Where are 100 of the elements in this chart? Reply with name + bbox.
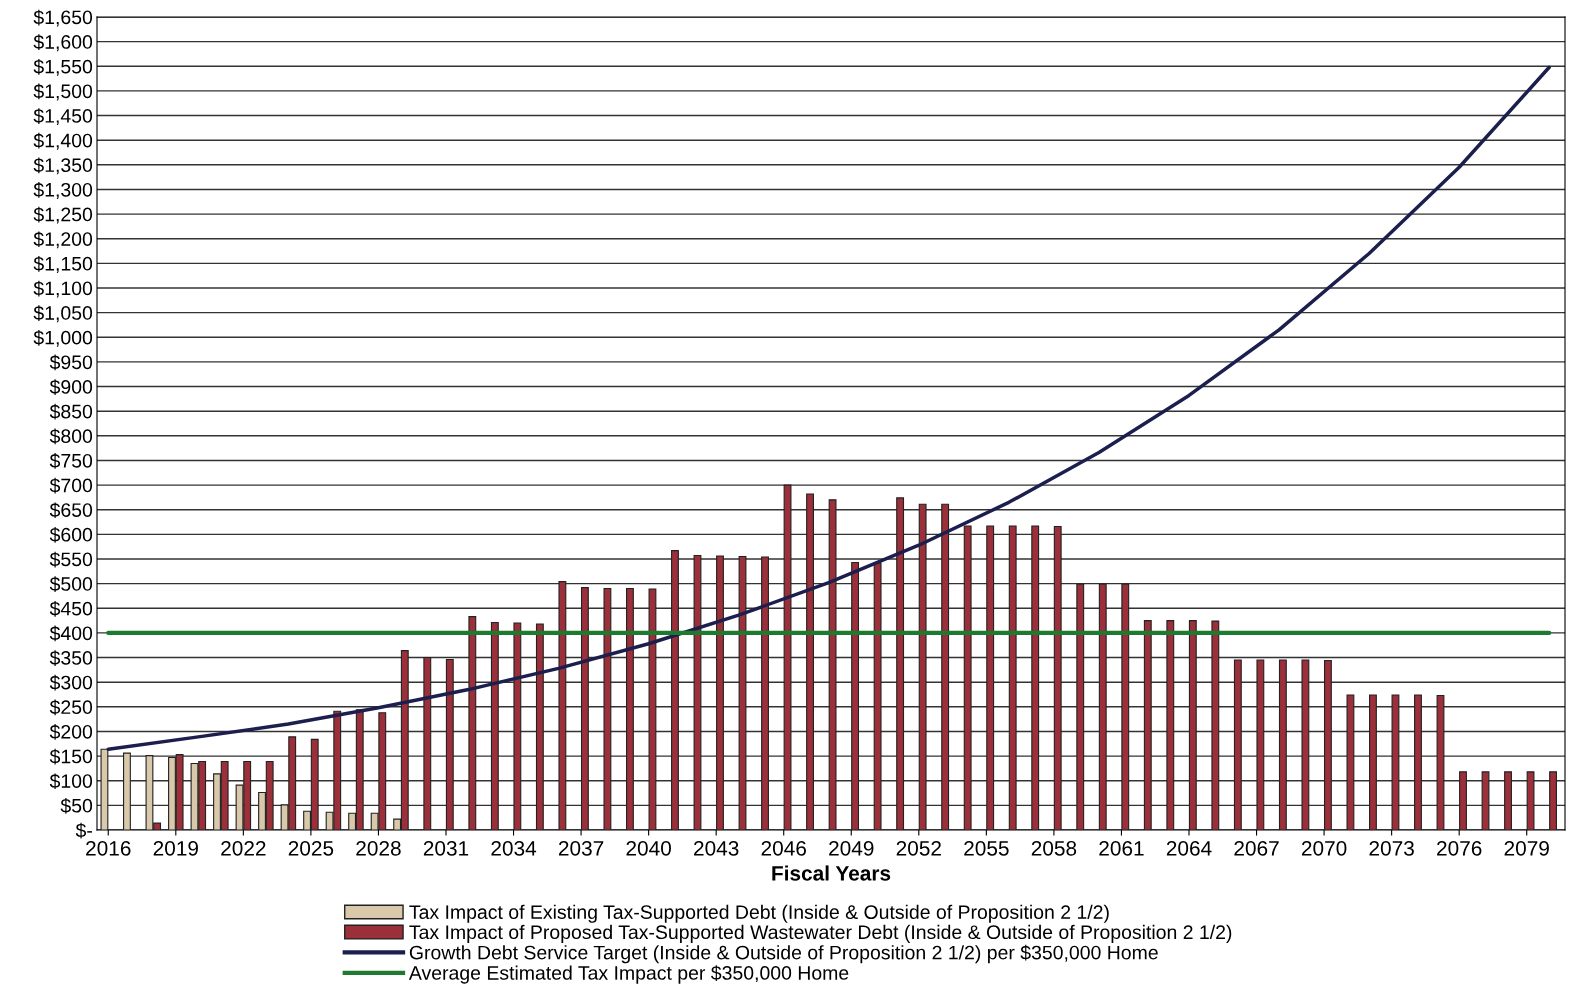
legend-label: Tax Impact of Proposed Tax-Supported Wastewater Debt (Inside & Outside of Proposition 2 1/2) — [409, 924, 1232, 943]
y-tick-label: $1,000 — [33, 329, 93, 347]
bar — [918, 503, 927, 830]
x-tick-label: 2079 — [1504, 840, 1549, 856]
y-tick-label: $350 — [49, 650, 93, 666]
bar — [1323, 659, 1332, 830]
bar — [1008, 525, 1017, 830]
bar — [716, 555, 724, 830]
x-tick-label: 2028 — [356, 840, 401, 856]
bar — [1098, 583, 1107, 830]
y-tick-label: $500 — [49, 576, 93, 593]
bar — [1031, 525, 1040, 830]
bar — [423, 656, 432, 830]
y-tick-label: $1,250 — [33, 206, 93, 224]
y-tick-label: $1,500 — [33, 83, 93, 101]
bar — [693, 554, 702, 830]
bar — [1233, 659, 1242, 830]
bar — [123, 752, 131, 830]
y-tick-label: $1,450 — [33, 108, 93, 126]
x-tick-label: 2073 — [1369, 840, 1414, 856]
x-axis-title: Fiscal Years — [772, 865, 891, 881]
bar — [558, 581, 567, 830]
bar — [513, 622, 522, 830]
x-tick-label: 2037 — [558, 840, 604, 856]
x-tick-label: 2022 — [221, 840, 266, 856]
bar — [1346, 694, 1355, 830]
y-tick-label: $1,200 — [33, 231, 93, 249]
bar — [1301, 659, 1310, 830]
bar — [1121, 583, 1130, 830]
x-tick-label: 2052 — [896, 840, 941, 856]
bar — [1526, 771, 1535, 830]
y-tick-label: $800 — [49, 428, 93, 445]
bar — [963, 525, 972, 830]
bar — [1414, 694, 1422, 830]
y-tick-label: $700 — [49, 477, 93, 494]
bar — [1278, 659, 1287, 830]
bar — [806, 493, 814, 830]
y-tick-label: $950 — [49, 354, 93, 371]
bar — [603, 588, 612, 830]
x-tick-label: 2025 — [288, 840, 334, 856]
y-tick-label: $100 — [49, 773, 93, 790]
y-tick-label: $1,100 — [33, 280, 93, 298]
y-tick-label: $1,050 — [33, 305, 93, 323]
bar — [445, 658, 454, 830]
y-tick-label: $1,650 — [33, 9, 93, 27]
bar — [1256, 659, 1265, 830]
x-tick-label: 2058 — [1031, 840, 1077, 856]
y-tick-label: $200 — [49, 724, 93, 740]
x-tick-label: 2055 — [964, 840, 1009, 856]
y-tick-label: $600 — [49, 527, 93, 543]
bar — [490, 622, 499, 830]
bar — [1504, 771, 1512, 830]
bar — [1076, 583, 1085, 830]
y-tick-label: $1,350 — [33, 157, 93, 175]
y-tick-label: $1,300 — [33, 182, 93, 199]
y-tick-label: $850 — [49, 403, 93, 420]
y-tick-label: $750 — [49, 453, 93, 469]
y-tick-label: $1,400 — [33, 132, 93, 150]
y-tick-label: $- — [75, 822, 92, 839]
x-tick-label: 2040 — [626, 840, 671, 856]
bar — [851, 561, 860, 830]
x-tick-label: 2076 — [1437, 840, 1482, 856]
bar — [648, 588, 657, 830]
bar — [761, 556, 769, 830]
bar — [1459, 771, 1467, 830]
bar — [1391, 694, 1400, 830]
y-tick-label: $300 — [49, 674, 93, 691]
y-tick-label: $650 — [49, 502, 93, 519]
x-tick-label: 2034 — [491, 840, 537, 856]
x-tick-label: 2046 — [761, 840, 806, 856]
bar — [468, 616, 477, 830]
y-tick-label: $250 — [49, 699, 93, 716]
legend-label: Tax Impact of Existing Tax-Supported Debt (Inside & Outside of Proposition 2 1/2) — [409, 904, 1109, 923]
x-tick-label: 2064 — [1166, 840, 1212, 856]
bar — [1188, 620, 1197, 830]
bar — [1481, 771, 1490, 830]
bar — [580, 587, 589, 830]
bar — [1211, 620, 1220, 830]
bar — [1549, 771, 1557, 830]
bar — [828, 499, 837, 830]
x-tick-label: 2067 — [1234, 840, 1279, 856]
y-tick-label: $1,600 — [33, 34, 93, 52]
x-tick-label: 2049 — [829, 840, 874, 856]
bar — [1166, 620, 1175, 830]
legend-label: Average Estimated Tax Impact per $350,000 Home — [408, 965, 849, 984]
x-tick-label: 2061 — [1099, 840, 1144, 856]
y-tick-label: $900 — [49, 379, 93, 395]
x-tick-label: 2019 — [153, 840, 198, 856]
line-series — [106, 65, 1551, 751]
x-tick-label: 2016 — [86, 840, 131, 856]
y-tick-label: $400 — [49, 625, 93, 642]
bar — [738, 555, 747, 830]
y-tick-label: $450 — [49, 600, 93, 617]
bar — [626, 588, 634, 830]
x-tick-label: 2031 — [423, 840, 469, 856]
y-tick-label: $1,150 — [33, 256, 93, 273]
bar — [783, 484, 792, 830]
y-tick-label: $50 — [60, 798, 93, 814]
bar — [671, 550, 679, 830]
bar — [873, 562, 882, 830]
